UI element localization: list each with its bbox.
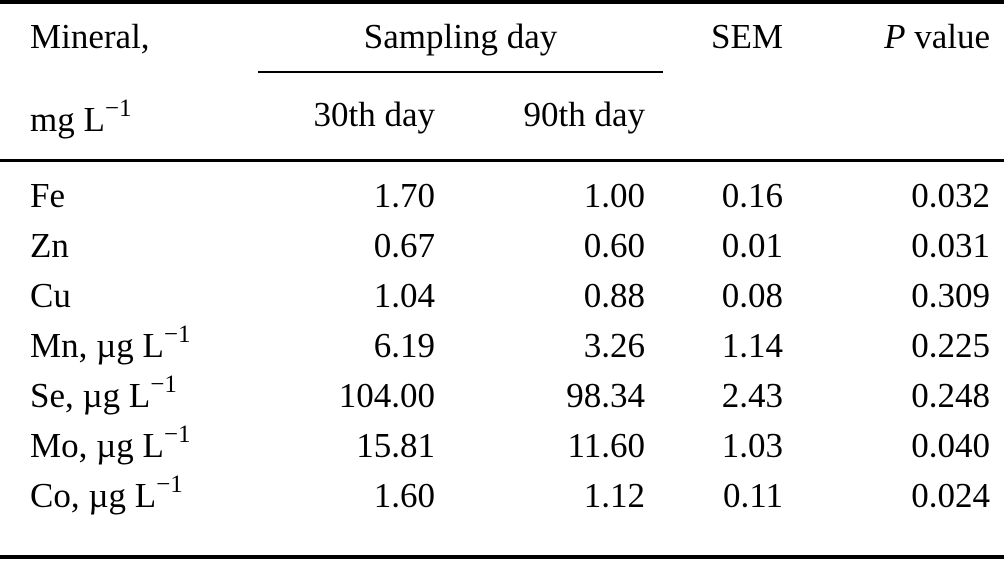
- mineral-name-cell: Se, µg L−1: [0, 371, 250, 421]
- mineral-unit-label: mg L−1: [30, 96, 250, 140]
- value-cell-sem: 2.43: [721, 375, 783, 415]
- mineral-name: Cu: [30, 275, 71, 315]
- value-cell-90th-day: 3.26: [583, 325, 645, 365]
- value-cell-sem: 0.16: [721, 175, 783, 215]
- value-cell-90th-day: 1.12: [583, 475, 645, 515]
- mineral-name-cell: Co, µg L−1: [0, 471, 250, 557]
- mineral-unit-superscript: −1: [150, 370, 177, 398]
- unit-base: mg L: [30, 100, 105, 139]
- mineral-header-label: Mineral,: [30, 17, 150, 56]
- mineral-unit-superscript: −1: [163, 320, 191, 348]
- header-row-2: 30th day 90th day: [0, 73, 1004, 160]
- table-row-zn: Zn 0.67 0.60 0.01 0.031: [0, 221, 1004, 271]
- mineral-header-stack: Mineral, mg L−1: [30, 4, 250, 140]
- value-cell-p-value: 0.225: [911, 325, 990, 365]
- column-header-sem: SEM: [711, 17, 783, 56]
- p-symbol: P: [884, 17, 906, 56]
- mineral-name: Zn: [30, 225, 69, 265]
- mineral-name-cell: Zn: [0, 221, 250, 271]
- value-cell-30th-day: 15.81: [356, 425, 435, 465]
- mineral-name-cell: Mn, µg L−1: [0, 321, 250, 371]
- value-cell-30th-day: 0.67: [373, 225, 435, 265]
- value-cell-sem: 1.14: [721, 325, 783, 365]
- value-cell-p-value: 0.040: [911, 425, 990, 465]
- value-cell-p-value: 0.031: [911, 225, 990, 265]
- table-row-co: Co, µg L−1 1.60 1.12 0.11 0.024: [0, 471, 1004, 557]
- mineral-name: Mo, µg L: [30, 425, 164, 465]
- value-cell-sem: 0.11: [723, 475, 783, 515]
- mineral-name-cell: Cu: [0, 271, 250, 321]
- value-cell-p-value: 0.032: [911, 175, 990, 215]
- table-row-cu: Cu 1.04 0.88 0.08 0.309: [0, 271, 1004, 321]
- value-cell-90th-day: 1.00: [583, 175, 645, 215]
- value-cell-30th-day: 104.00: [338, 375, 435, 415]
- value-cell-sem: 0.01: [721, 225, 783, 265]
- column-header-mineral: Mineral, mg L−1: [0, 2, 250, 160]
- table-row-fe: Fe 1.70 1.00 0.16 0.032: [0, 160, 1004, 221]
- value-cell-p-value: 0.248: [911, 375, 990, 415]
- column-group-sampling-day: Sampling day: [250, 2, 663, 73]
- mineral-name: Fe: [30, 175, 65, 215]
- sampling-day-group-rule: Sampling day: [258, 4, 663, 73]
- value-cell-90th-day: 98.34: [566, 375, 645, 415]
- table-row-mo: Mo, µg L−1 15.81 11.60 1.03 0.040: [0, 421, 1004, 471]
- mineral-name-cell: Mo, µg L−1: [0, 421, 250, 471]
- value-cell-30th-day: 1.04: [373, 275, 435, 315]
- unit-superscript: −1: [104, 95, 132, 122]
- mineral-name: Se, µg L: [30, 375, 151, 415]
- mineral-name: Mn, µg L: [30, 325, 164, 365]
- value-cell-sem: 1.03: [721, 425, 783, 465]
- mineral-unit-superscript: −1: [156, 470, 183, 498]
- table-body: Fe 1.70 1.00 0.16 0.032 Zn 0.67 0.60 0.0…: [0, 160, 1004, 557]
- value-cell-30th-day: 1.60: [373, 475, 435, 515]
- value-cell-90th-day: 11.60: [567, 425, 645, 465]
- sampling-day-group-label: Sampling day: [363, 17, 558, 56]
- value-cell-sem: 0.08: [721, 275, 783, 315]
- value-cell-p-value: 0.024: [911, 475, 990, 515]
- p-value-word: value: [914, 17, 990, 56]
- value-cell-30th-day: 1.70: [373, 175, 435, 215]
- value-cell-30th-day: 6.19: [373, 325, 435, 365]
- mineral-name-cell: Fe: [0, 160, 250, 221]
- value-cell-90th-day: 0.60: [583, 225, 645, 265]
- column-header-30th-day: 30th day: [313, 95, 435, 134]
- table-row-se: Se, µg L−1 104.00 98.34 2.43 0.248: [0, 371, 1004, 421]
- mineral-name: Co, µg L: [30, 475, 157, 515]
- mineral-unit-superscript: −1: [163, 420, 191, 448]
- value-cell-p-value: 0.309: [911, 275, 990, 315]
- value-cell-90th-day: 0.88: [583, 275, 645, 315]
- table-row-mn: Mn, µg L−1 6.19 3.26 1.14 0.225: [0, 321, 1004, 371]
- column-header-90th-day: 90th day: [523, 95, 645, 134]
